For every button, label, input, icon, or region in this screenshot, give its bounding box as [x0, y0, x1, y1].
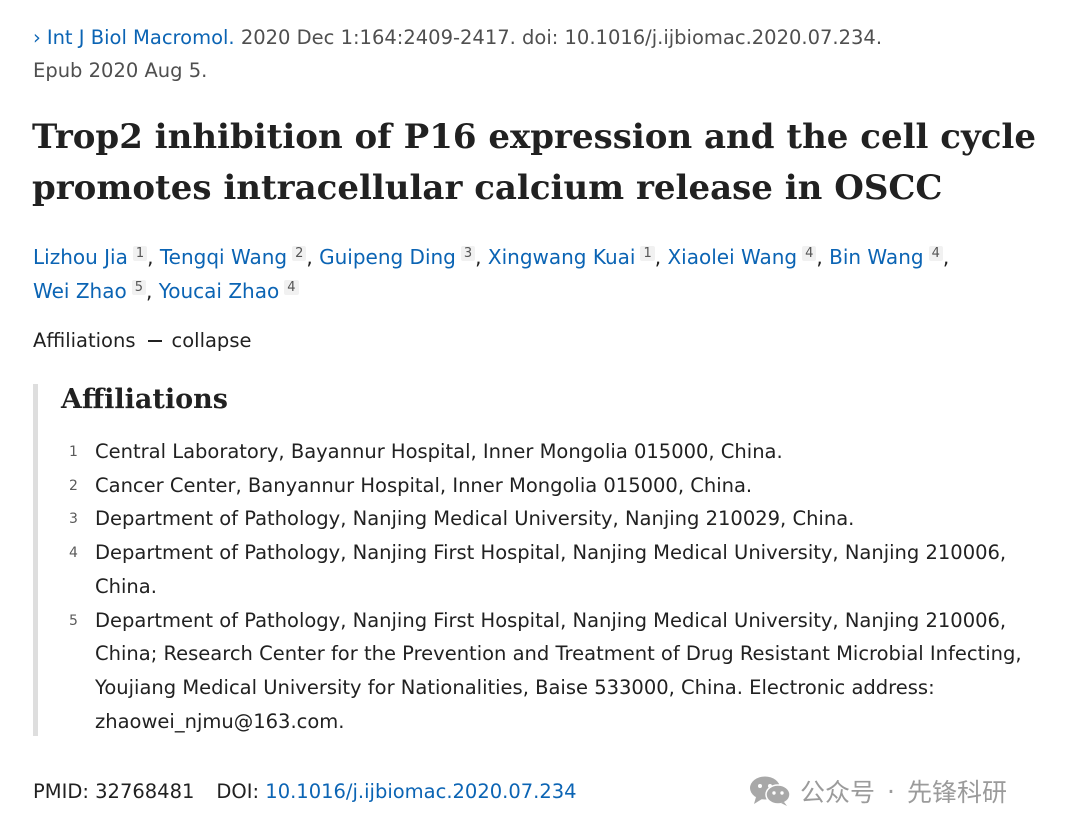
affiliation-ref[interactable]: 4 [928, 246, 943, 261]
pmid-value: 32768481 [95, 780, 195, 803]
affiliation-item: 2 Cancer Center, Banyannur Hospital, Inne… [38, 469, 1043, 503]
affiliation-item: 3 Department of Pathology, Nanjing Medica… [38, 502, 1043, 536]
watermark-separator: · [887, 776, 895, 806]
affiliation-ref[interactable]: 4 [284, 280, 299, 295]
affiliation-text: Department of Pathology, Nanjing Medical… [95, 507, 855, 531]
minus-icon [147, 339, 162, 342]
citation-details: 2020 Dec 1:164:2409-2417. doi: 10.1016/j… [234, 26, 883, 49]
affiliations-heading: Affiliations [61, 384, 228, 415]
affiliation-text: Department of Pathology, Nanjing First H… [95, 608, 1022, 733]
collapse-label: collapse [171, 329, 252, 352]
affiliation-number: 1 [69, 444, 78, 460]
journal-link[interactable]: Int J Biol Macromol. [46, 26, 235, 49]
affiliation-number: 5 [69, 612, 78, 629]
wechat-icon [750, 776, 791, 806]
pmid-label: PMID: [33, 780, 89, 803]
doi-link[interactable]: 10.1016/j.ijbiomac.2020.07.234 [265, 780, 577, 803]
affiliations-toggle-label: Affiliations [33, 329, 136, 352]
affiliation-ref[interactable]: 4 [802, 246, 817, 261]
affiliation-ref[interactable]: 1 [640, 246, 655, 261]
article-title: Trop2 inhibition of P16 expression and t… [32, 117, 1036, 208]
watermark-name: 先锋科研 [906, 778, 1007, 807]
author-link[interactable]: Lizhou Jia [33, 245, 128, 269]
epub-date: Epub 2020 Aug 5. [33, 59, 208, 82]
watermark-brand: 公众号 [800, 778, 876, 807]
affiliation-text: Department of Pathology, Nanjing First H… [95, 541, 1007, 598]
affiliation-text: Cancer Center, Banyannur Hospital, Inner… [95, 473, 753, 497]
author-list: Lizhou Jia 1, Tengqi Wang 2, Guipeng Ding 3… [33, 245, 950, 303]
author-link[interactable]: Tengqi Wang [159, 245, 288, 269]
affiliation-ref[interactable]: 1 [132, 246, 148, 261]
affiliations-panel: Affiliations 1 Central Laboratory, Bayann… [33, 384, 1048, 736]
author-link[interactable]: Wei Zhao [33, 279, 127, 303]
author-link[interactable]: Guipeng Ding [319, 245, 456, 269]
author-link[interactable]: Youcai Zhao [158, 279, 280, 303]
affiliation-text: Central Laboratory, Bayannur Hospital, I… [95, 440, 783, 463]
affiliation-item: 4 Department of Pathology, Nanjing First … [38, 536, 1043, 603]
doi-label: DOI: [216, 780, 260, 803]
affiliations-list: 1 Central Laboratory, Bayannur Hospital, … [38, 435, 1043, 738]
affiliation-number: 3 [69, 511, 78, 528]
watermark: 公众号 · 先锋科研 [748, 771, 1007, 811]
affiliation-ref[interactable]: 2 [292, 246, 307, 261]
affiliation-item: 1 Central Laboratory, Bayannur Hospital, … [38, 435, 1043, 469]
identifiers: PMID: 32768481 DOI: 10.1016/j.ijbiomac.20… [33, 776, 577, 808]
affiliation-number: 4 [69, 545, 78, 562]
author-link[interactable]: Bin Wang [829, 245, 924, 269]
affiliation-ref[interactable]: 3 [460, 246, 476, 261]
affiliations-toggle[interactable]: Affiliations collapse [33, 325, 251, 357]
affiliation-number: 2 [69, 477, 78, 494]
affiliation-item: 5 Department of Pathology, Nanjing First … [38, 604, 1043, 739]
citation: › Int J Biol Macromol. 2020 Dec 1:164:240… [33, 21, 1053, 87]
affiliation-ref[interactable]: 5 [131, 280, 146, 295]
chevron-right-icon: › [33, 26, 41, 49]
author-link[interactable]: Xiaolei Wang [667, 245, 798, 269]
author-link[interactable]: Xingwang Kuai [487, 245, 636, 269]
